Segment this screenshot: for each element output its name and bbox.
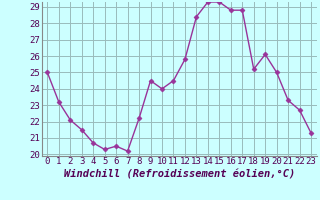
X-axis label: Windchill (Refroidissement éolien,°C): Windchill (Refroidissement éolien,°C): [64, 169, 295, 179]
